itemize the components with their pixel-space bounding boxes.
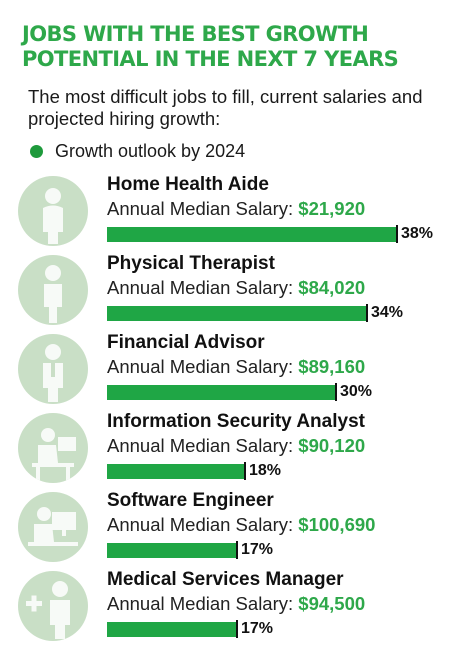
- growth-bar: [107, 542, 236, 558]
- salary-value: $89,160: [298, 356, 366, 377]
- growth-bar-end: [244, 462, 246, 480]
- growth-bar: [107, 305, 366, 321]
- job-title: Financial Advisor: [107, 332, 265, 353]
- growth-label: 38%: [401, 225, 434, 242]
- chart-subtitle: The most difficult jobs to fill, current…: [28, 86, 423, 129]
- therapist-icon: [18, 255, 88, 325]
- salary-value: $100,690: [298, 514, 376, 535]
- salary-value: $21,920: [298, 198, 366, 219]
- growth-label: 17%: [241, 620, 274, 637]
- advisor-icon: [18, 334, 88, 404]
- salary-line: Annual Median Salary: $89,160: [107, 356, 365, 378]
- job-row-medical-services-manager: Medical Services Manager Annual Median S…: [0, 569, 466, 647]
- salary-label: Annual Median Salary:: [107, 514, 294, 535]
- job-title: Information Security Analyst: [107, 411, 365, 432]
- job-title: Medical Services Manager: [107, 569, 344, 590]
- salary-label: Annual Median Salary:: [107, 198, 294, 219]
- software-engineer-icon: [18, 492, 88, 562]
- salary-label: Annual Median Salary:: [107, 435, 294, 456]
- salary-value: $84,020: [298, 277, 366, 298]
- job-row-financial-advisor: Financial Advisor Annual Median Salary: …: [0, 332, 466, 410]
- chart-title: JOBS WITH THE BEST GROWTH POTENTIAL IN T…: [22, 22, 399, 71]
- job-row-physical-therapist: Physical Therapist Annual Median Salary:…: [0, 253, 466, 331]
- growth-bar-end: [366, 304, 368, 322]
- growth-bar-row: 38%: [107, 225, 433, 243]
- growth-label: 30%: [340, 383, 373, 400]
- salary-line: Annual Median Salary: $100,690: [107, 514, 375, 536]
- job-row-software-engineer: Software Engineer Annual Median Salary: …: [0, 490, 466, 568]
- growth-label: 18%: [249, 462, 282, 479]
- growth-bar-end: [236, 541, 238, 559]
- job-title: Home Health Aide: [107, 174, 269, 195]
- salary-line: Annual Median Salary: $84,020: [107, 277, 365, 299]
- security-analyst-icon: [18, 413, 88, 483]
- growth-bar: [107, 463, 244, 479]
- growth-bar-row: 17%: [107, 541, 273, 559]
- growth-bar-end: [236, 620, 238, 638]
- growth-bar-row: 18%: [107, 462, 281, 480]
- salary-label: Annual Median Salary:: [107, 356, 294, 377]
- legend-label: Growth outlook by 2024: [55, 141, 246, 161]
- legend: Growth outlook by 2024: [30, 141, 245, 162]
- job-title: Physical Therapist: [107, 253, 275, 274]
- job-title: Software Engineer: [107, 490, 274, 511]
- growth-label: 34%: [371, 304, 404, 321]
- growth-bar: [107, 384, 335, 400]
- salary-value: $90,120: [298, 435, 366, 456]
- growth-bar: [107, 621, 236, 637]
- growth-bar: [107, 226, 396, 242]
- legend-swatch: [30, 145, 43, 158]
- job-row-home-health-aide: Home Health Aide Annual Median Salary: $…: [0, 174, 466, 252]
- job-row-information-security-analyst: Information Security Analyst Annual Medi…: [0, 411, 466, 489]
- salary-line: Annual Median Salary: $21,920: [107, 198, 365, 220]
- growth-bar-row: 34%: [107, 304, 403, 322]
- growth-bar-row: 17%: [107, 620, 273, 638]
- growth-label: 17%: [241, 541, 274, 558]
- growth-bar-end: [335, 383, 337, 401]
- salary-line: Annual Median Salary: $90,120: [107, 435, 365, 457]
- medical-manager-icon: [18, 571, 88, 641]
- growth-bar-row: 30%: [107, 383, 372, 401]
- growth-bar-end: [396, 225, 398, 243]
- salary-label: Annual Median Salary:: [107, 593, 294, 614]
- salary-label: Annual Median Salary:: [107, 277, 294, 298]
- caregiver-icon: [18, 176, 88, 246]
- salary-value: $94,500: [298, 593, 366, 614]
- salary-line: Annual Median Salary: $94,500: [107, 593, 365, 615]
